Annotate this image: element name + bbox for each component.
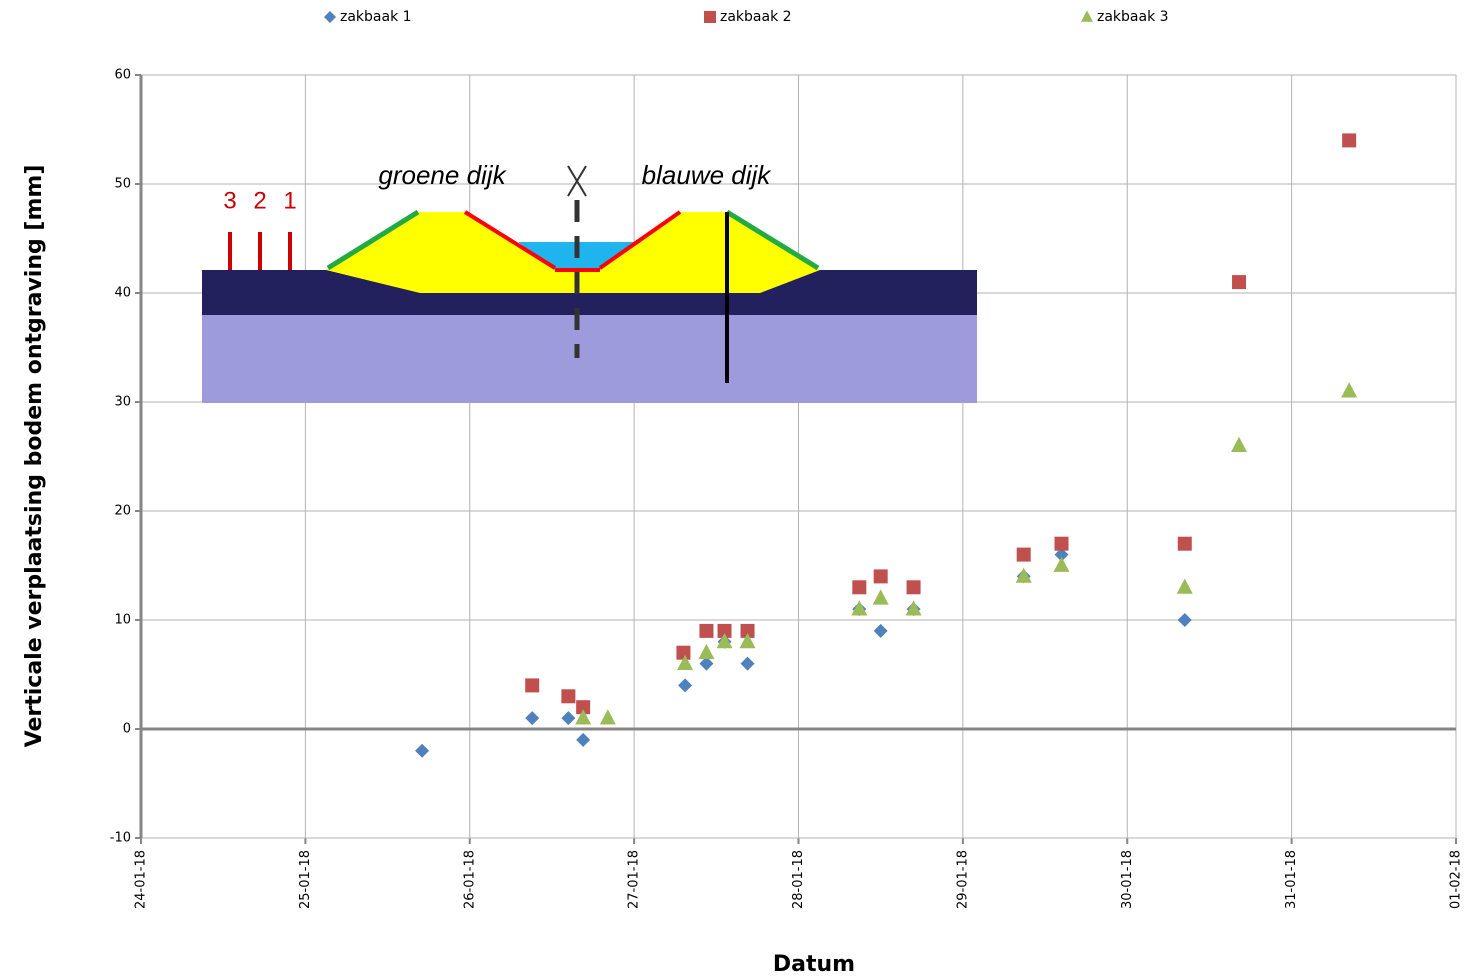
marker [1231, 436, 1248, 452]
marker [698, 643, 715, 660]
marker [872, 589, 889, 605]
y-tick-label: 20 [114, 504, 131, 519]
marker [1053, 556, 1070, 572]
marker [1232, 275, 1247, 290]
subsoil [202, 315, 977, 403]
marker [676, 645, 691, 660]
marker [873, 569, 888, 584]
y-tick-label: 50 [114, 177, 131, 192]
marker [851, 600, 868, 616]
post-label: 1 [283, 187, 296, 214]
marker [525, 678, 540, 693]
marker [1177, 536, 1192, 551]
y-tick-label: 10 [114, 613, 131, 628]
x-tick-label: 29-01-18 [955, 850, 970, 909]
red-slope [463, 210, 557, 270]
marker [561, 711, 576, 726]
marker [576, 700, 591, 715]
scissors-icon [567, 165, 587, 197]
x-tick-label: 25-01-18 [298, 850, 313, 909]
marker [699, 656, 714, 671]
red-slope [598, 210, 682, 270]
post-label: 3 [223, 187, 236, 214]
marker [873, 623, 888, 638]
x-tick-label: 24-01-18 [134, 850, 149, 909]
legend-label: zakbaak 1 [340, 9, 412, 25]
marker [1015, 567, 1032, 583]
marker [677, 654, 694, 670]
x-tick-label: 26-01-18 [462, 850, 477, 909]
marker [525, 711, 540, 726]
x-axis-title: Datum [773, 952, 855, 977]
x-tick-label: 01-02-18 [1449, 850, 1464, 909]
x-tick-label: 30-01-18 [1120, 850, 1135, 909]
legend-label: zakbaak 2 [720, 9, 792, 25]
marker [1054, 547, 1069, 562]
marker [1054, 536, 1069, 551]
marker [1342, 133, 1357, 148]
marker [1176, 578, 1193, 594]
green-slope [326, 209, 420, 271]
marker [716, 633, 733, 649]
marker [906, 580, 921, 595]
x-tick-label: 27-01-18 [627, 850, 642, 909]
inset-diagram: 3 2 1 groene dijk blauwe dijk [202, 160, 977, 403]
marker [576, 732, 591, 747]
post-label: 2 [253, 187, 266, 214]
y-tick-label: 30 [114, 395, 131, 410]
marker [561, 689, 576, 704]
green-slope [725, 209, 820, 271]
marker [415, 743, 430, 758]
marker [1016, 547, 1031, 562]
x-tick-label: 28-01-18 [791, 850, 806, 909]
y-tick-label: 60 [114, 68, 131, 83]
marker [905, 600, 922, 616]
marker [575, 709, 592, 725]
y-tick-label: -10 [110, 831, 131, 846]
dike-label: groene dijk [378, 160, 507, 190]
marker [1177, 613, 1192, 627]
y-tick-label: 40 [114, 286, 131, 301]
marker [1341, 382, 1358, 398]
y-tick-label: 0 [123, 722, 131, 737]
marker [739, 633, 756, 649]
marker [717, 623, 732, 638]
legend-marker [704, 11, 716, 23]
legend-marker [1081, 10, 1093, 22]
marker [699, 623, 714, 638]
x-tick-label: 31-01-18 [1284, 850, 1299, 909]
dike-body [326, 212, 820, 293]
marker [740, 623, 755, 638]
marker [599, 709, 616, 725]
y-axis-title: Verticale verplaatsing bodem ontgraving … [22, 165, 47, 748]
legend-label: zakbaak 3 [1097, 9, 1169, 25]
marker [678, 678, 693, 693]
dike-label: blauwe dijk [642, 160, 773, 190]
legend-marker [324, 11, 336, 23]
marker [740, 656, 755, 671]
marker [852, 580, 867, 595]
